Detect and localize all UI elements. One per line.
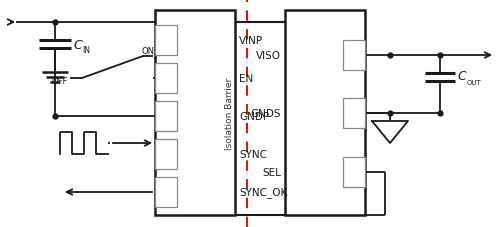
Text: OUT: OUT bbox=[467, 80, 481, 86]
Bar bbox=[343, 41, 365, 71]
Text: GNDP: GNDP bbox=[239, 111, 269, 121]
Bar bbox=[155, 26, 177, 56]
Polygon shape bbox=[372, 121, 408, 143]
Bar bbox=[343, 99, 365, 128]
Text: $C$: $C$ bbox=[73, 38, 84, 51]
Text: SEL: SEL bbox=[262, 167, 281, 177]
Bar bbox=[155, 11, 235, 215]
Text: SYNC: SYNC bbox=[239, 149, 267, 159]
Bar bbox=[155, 177, 177, 207]
Text: VINP: VINP bbox=[239, 36, 263, 46]
Text: Isolation Barrier: Isolation Barrier bbox=[224, 78, 234, 149]
Text: EN: EN bbox=[239, 74, 254, 84]
Bar bbox=[155, 64, 177, 94]
Bar bbox=[285, 11, 365, 215]
Text: SYNC_OK: SYNC_OK bbox=[239, 187, 287, 197]
Text: $C$: $C$ bbox=[457, 69, 468, 82]
Bar bbox=[343, 157, 365, 187]
Text: VISO: VISO bbox=[256, 51, 281, 61]
Text: IN: IN bbox=[82, 45, 90, 54]
Bar bbox=[155, 101, 177, 131]
Text: ON: ON bbox=[142, 46, 154, 55]
Bar bbox=[155, 139, 177, 169]
Text: GNDS: GNDS bbox=[250, 109, 281, 118]
Text: OFF: OFF bbox=[52, 76, 68, 85]
